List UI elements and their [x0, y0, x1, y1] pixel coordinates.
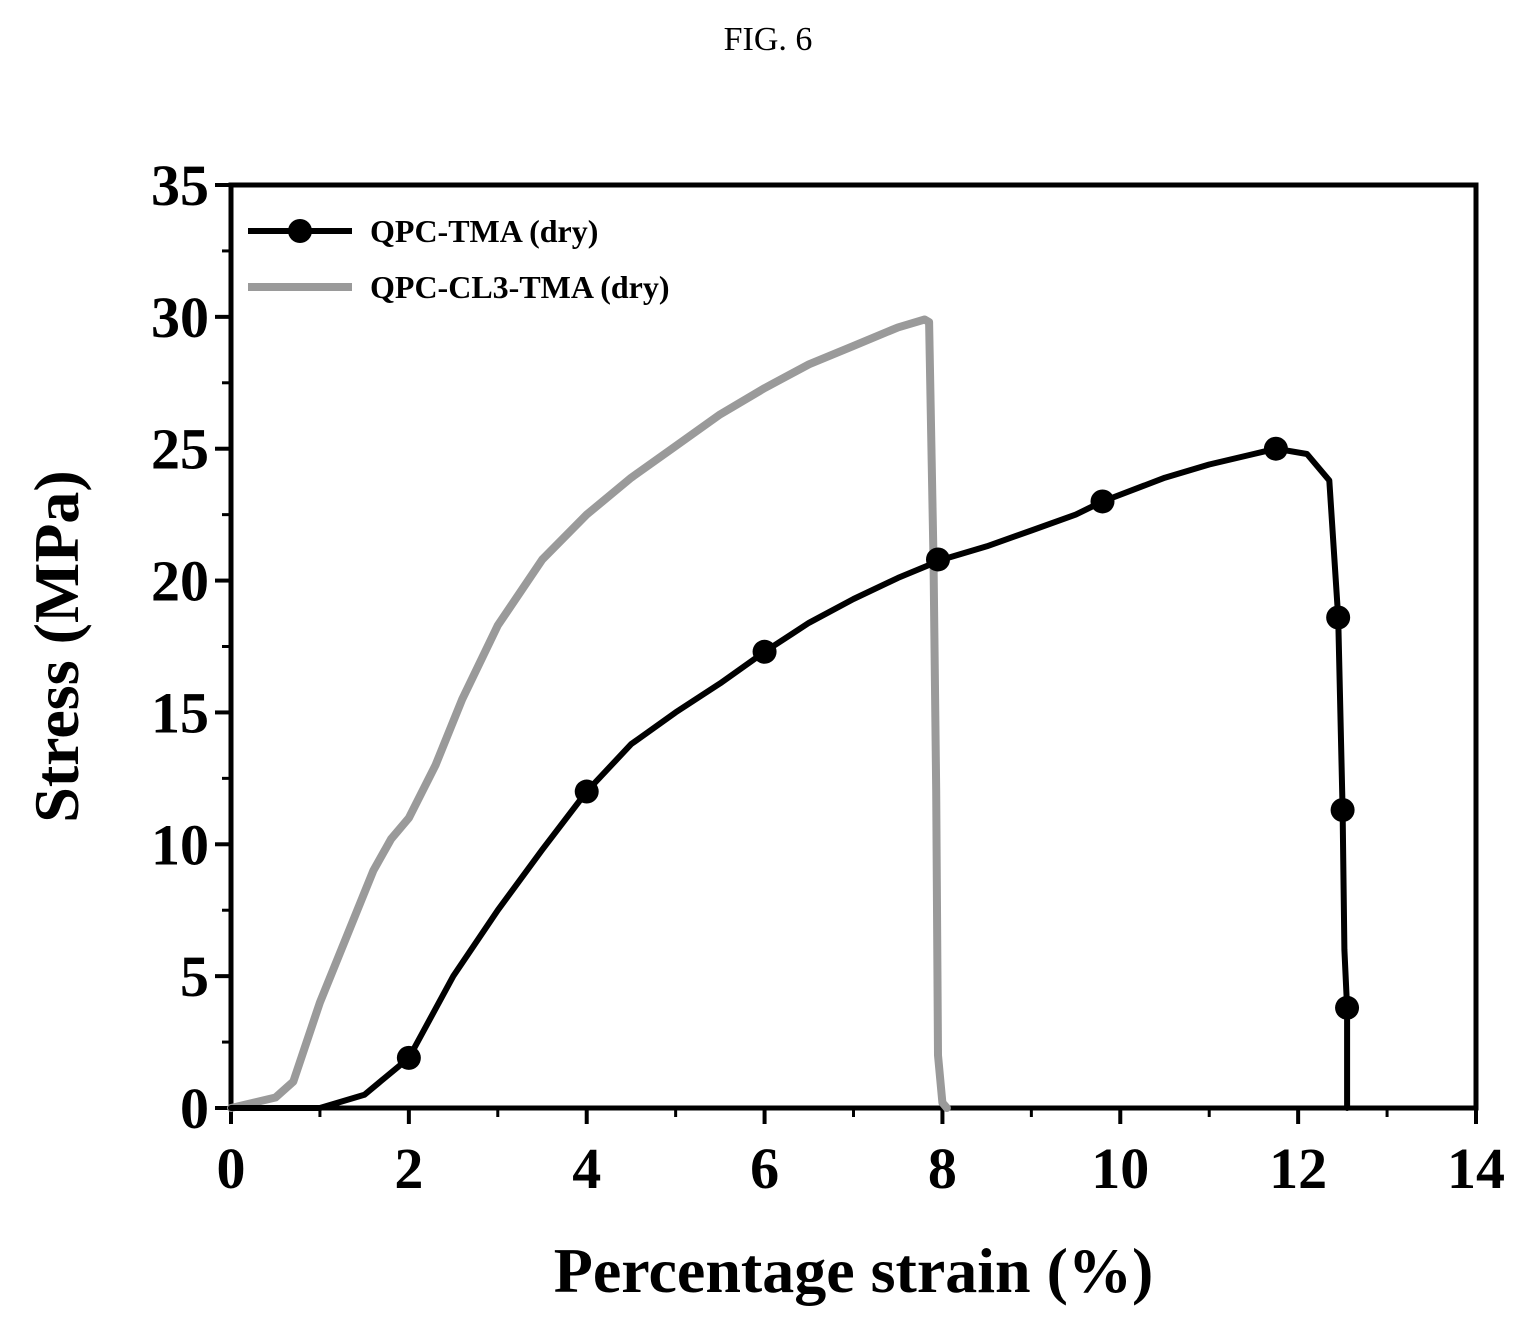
legend: QPC-TMA (dry) QPC-CL3-TMA (dry): [248, 213, 670, 305]
y-tick-label: 35: [151, 153, 209, 218]
plot-area: 0 2 4 6 8 10 12 14 0 5 10 15 20 25 30 35: [151, 153, 1505, 1201]
data-point-qpc-tma: [1326, 605, 1351, 630]
x-axis-label: Percentage strain (%): [554, 1235, 1154, 1306]
data-point-qpc-tma: [396, 1045, 421, 1070]
y-tick-label: 0: [180, 1076, 209, 1141]
x-tick-label: 2: [394, 1136, 423, 1201]
figure-label: FIG. 6: [724, 21, 813, 58]
data-point-qpc-tma: [1335, 995, 1360, 1020]
data-point-qpc-tma: [752, 639, 777, 664]
axis-ticks: 0 2 4 6 8 10 12 14 0 5 10 15 20 25 30 35: [151, 153, 1505, 1201]
y-tick-label: 5: [180, 944, 209, 1009]
data-point-qpc-tma: [1263, 436, 1288, 461]
y-axis-label: Stress (MPa): [21, 470, 92, 823]
x-tick-label: 4: [572, 1136, 601, 1201]
data-point-qpc-tma: [574, 779, 599, 804]
data-point-qpc-tma: [1090, 489, 1115, 514]
data-point-qpc-tma: [1330, 798, 1355, 823]
y-tick-label: 30: [151, 285, 209, 350]
x-tick-label: 6: [750, 1136, 779, 1201]
legend-marker-qpc-tma: [288, 219, 312, 243]
x-tick-label: 12: [1269, 1136, 1327, 1201]
plot-frame: [228, 182, 1479, 1111]
legend-label-qpc-cl3-tma: QPC-CL3-TMA (dry): [370, 269, 670, 305]
x-tick-label: 8: [928, 1136, 957, 1201]
x-tick-label: 10: [1091, 1136, 1149, 1201]
legend-label-qpc-tma: QPC-TMA (dry): [370, 213, 598, 249]
series-line-qpc-cl3-tma: [227, 315, 951, 1112]
y-tick-label: 10: [151, 812, 209, 877]
y-tick-label: 20: [151, 549, 209, 614]
x-tick-label: 14: [1447, 1136, 1505, 1201]
series-line-qpc-tma: [228, 445, 1351, 1111]
x-tick-label: 0: [217, 1136, 246, 1201]
series-layer: [227, 315, 1360, 1112]
data-point-qpc-tma: [925, 547, 950, 572]
y-tick-label: 15: [151, 680, 209, 745]
y-tick-label: 25: [151, 417, 209, 482]
